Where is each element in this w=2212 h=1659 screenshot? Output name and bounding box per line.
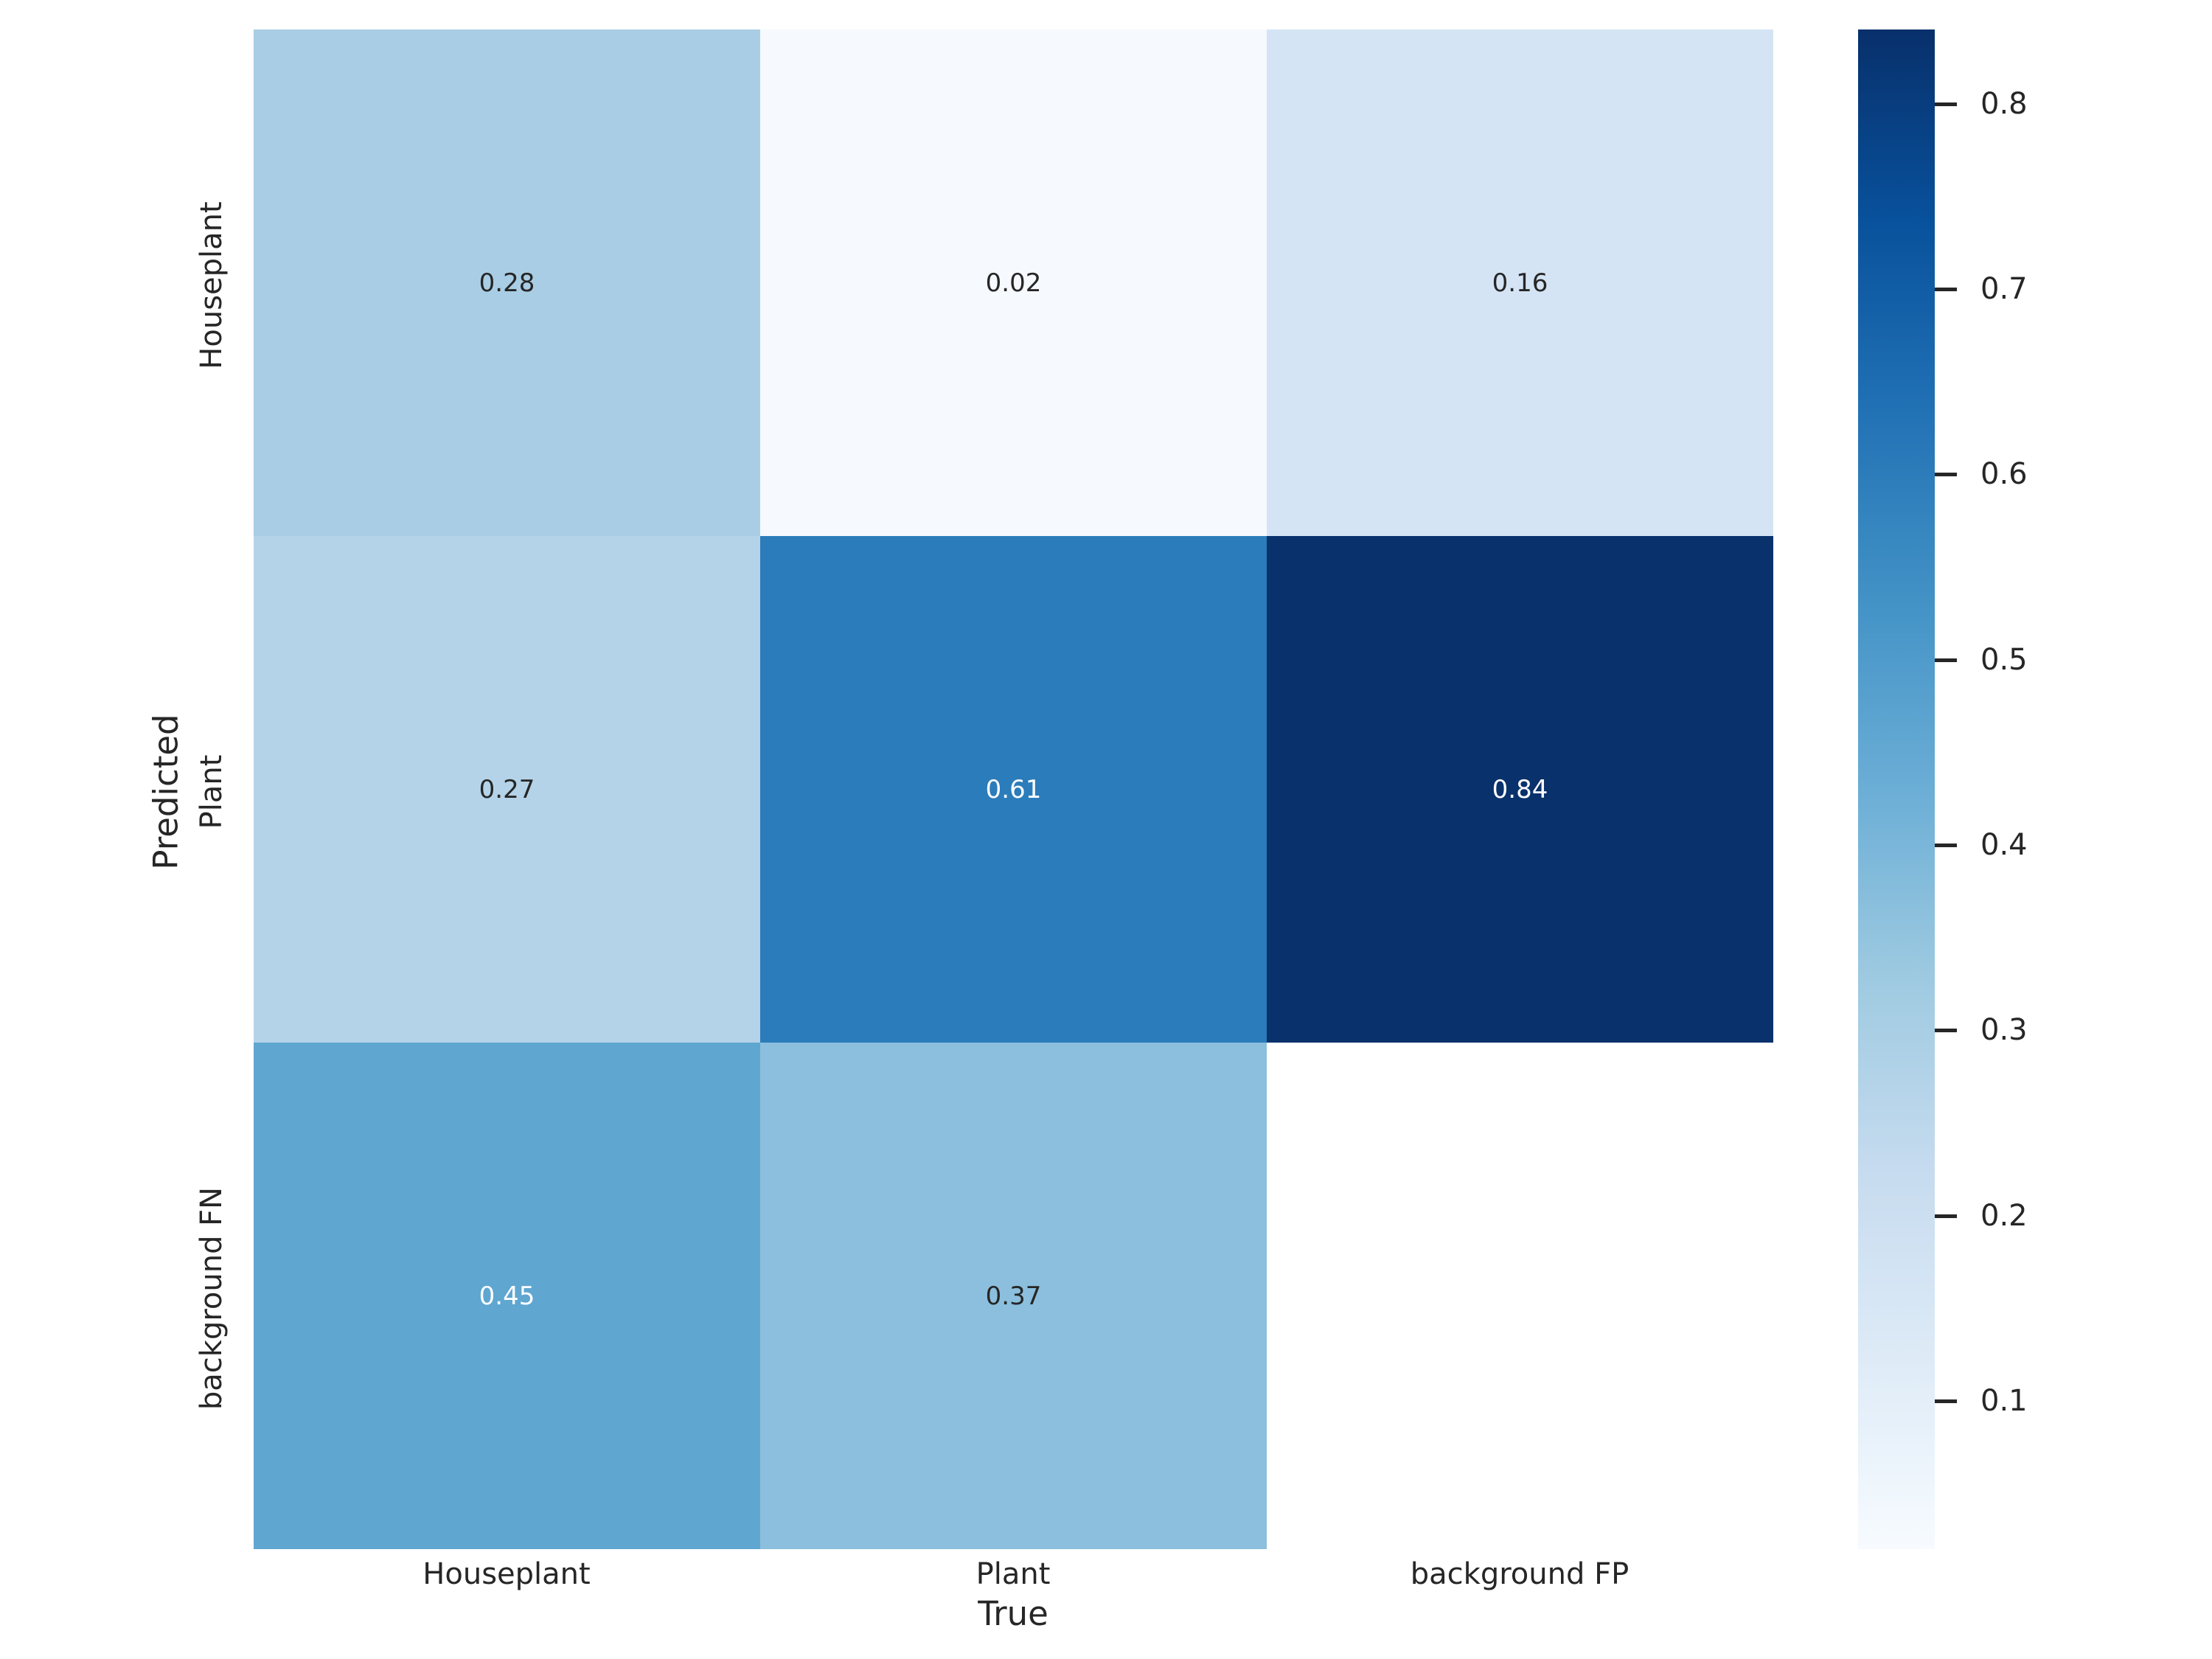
heatmap-cell: 0.02 [760,29,1267,536]
y-tick-background-fn: background FN [195,1186,229,1411]
heatmap-cell: 0.61 [760,536,1267,1043]
colorbar-tick-mark [1935,102,1957,106]
y-tick-plant: Plant [195,754,229,830]
colorbar-tick-label: 0.5 [1980,642,2028,677]
colorbar-tick-label: 0.4 [1980,827,2028,862]
x-axis-title: True [978,1594,1048,1633]
x-tick-plant: Plant [975,1557,1051,1591]
heatmap-cell: 0.27 [254,536,760,1043]
colorbar-tick-mark [1935,473,1957,477]
heatmap-cell [1267,1043,1773,1549]
colorbar-tick-label: 0.8 [1980,86,2028,121]
colorbar-tick-label: 0.2 [1980,1198,2028,1233]
y-tick-houseplant: Houseplant [195,201,229,369]
heatmap-cell: 0.45 [254,1043,760,1549]
colorbar-tick-mark [1935,843,1957,847]
colorbar-tick-label: 0.7 [1980,271,2028,306]
colorbar-tick-mark [1935,1029,1957,1033]
colorbar-tick-mark [1935,1399,1957,1403]
x-tick-houseplant: Houseplant [422,1557,591,1591]
colorbar-tick-label: 0.1 [1980,1383,2028,1418]
colorbar-tick-mark [1935,287,1957,291]
colorbar-tick-label: 0.3 [1980,1013,2028,1048]
colorbar [1858,29,1935,1549]
heatmap-cell: 0.28 [254,29,760,536]
heatmap-cell: 0.84 [1267,536,1773,1043]
heatmap-grid: 0.28 0.02 0.16 0.27 0.61 0.84 0.45 0.37 [254,29,1773,1549]
y-axis-title: Predicted [146,714,186,870]
x-tick-background-fp: background FP [1410,1557,1630,1591]
heatmap-cell: 0.16 [1267,29,1773,536]
colorbar-tick-mark [1935,1214,1957,1218]
colorbar-tick-label: 0.6 [1980,457,2028,492]
heatmap-cell: 0.37 [760,1043,1267,1549]
colorbar-tick-mark [1935,658,1957,662]
